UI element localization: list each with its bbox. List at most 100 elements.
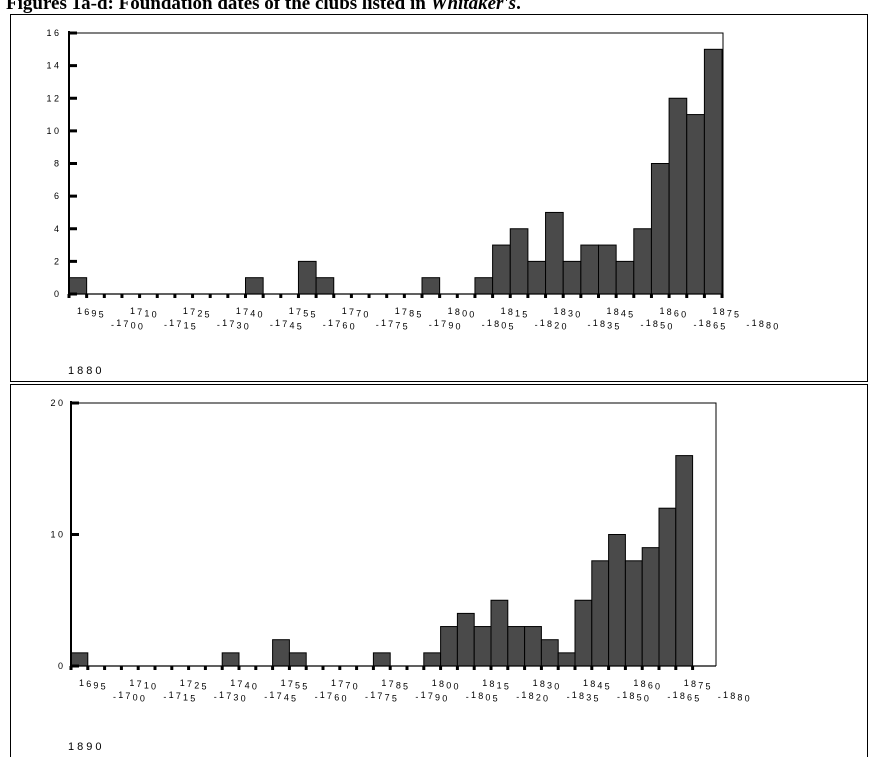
chart-panel-label: 1880	[68, 365, 105, 377]
bar	[474, 277, 494, 295]
bar	[440, 626, 458, 667]
bar	[423, 652, 442, 667]
bar	[527, 260, 547, 295]
bar	[524, 626, 542, 667]
bar	[372, 652, 391, 667]
bar	[562, 260, 582, 295]
bar	[473, 626, 492, 667]
bar	[624, 560, 643, 667]
bar	[492, 244, 511, 295]
bar	[70, 652, 89, 667]
chart-1890-svg: 0 1 0 2 0 1 6 9 5 1 7 1 0 1 7 2 5 1 7 4 0 1 7 5 5 1 7 7 0 1 7 8 5 1 8 0 0 1…	[50, 398, 749, 704]
bar	[668, 97, 688, 295]
bar	[68, 277, 88, 295]
y-tick-label: 0	[54, 289, 59, 299]
y-tick-label: 6	[54, 191, 59, 201]
bar	[675, 455, 694, 667]
bar	[615, 260, 635, 295]
page-title-text: Figures 1a-d: Foundation dates of the cl…	[6, 0, 431, 14]
bar	[591, 560, 610, 667]
y-tick-label: 8	[54, 159, 59, 169]
bar	[686, 114, 705, 295]
bar	[641, 547, 660, 667]
bar	[297, 260, 317, 295]
y-tick-label: 4	[54, 224, 59, 234]
bar	[490, 599, 509, 667]
y-tick-label: 1 6	[46, 28, 59, 38]
chart-panel-label: 1890	[68, 741, 105, 753]
bar	[598, 244, 617, 295]
bar	[658, 507, 677, 667]
bar	[509, 228, 529, 295]
bar	[421, 277, 441, 295]
plot-frame	[71, 402, 717, 666]
bar	[557, 652, 576, 667]
bar	[633, 228, 652, 295]
bar	[272, 639, 290, 667]
plot-frame	[69, 32, 724, 294]
bar	[574, 599, 593, 667]
y-tick-label: 2 0	[50, 398, 63, 408]
bar	[315, 277, 335, 295]
y-tick-label: 1 0	[46, 126, 59, 136]
y-tick-label: 0	[58, 661, 63, 671]
bar	[650, 163, 670, 295]
bar	[507, 626, 526, 667]
page-title-suffix: .	[516, 0, 521, 14]
y-tick-label: 1 0	[50, 530, 63, 540]
page-title: Figures 1a-d: Foundation dates of the cl…	[6, 0, 521, 15]
page-title-italic: Whitaker's	[430, 0, 517, 14]
bar	[245, 277, 264, 295]
bar	[221, 652, 240, 667]
y-tick-label: 1 2	[46, 93, 59, 103]
y-tick-label: 1 4	[46, 61, 59, 71]
